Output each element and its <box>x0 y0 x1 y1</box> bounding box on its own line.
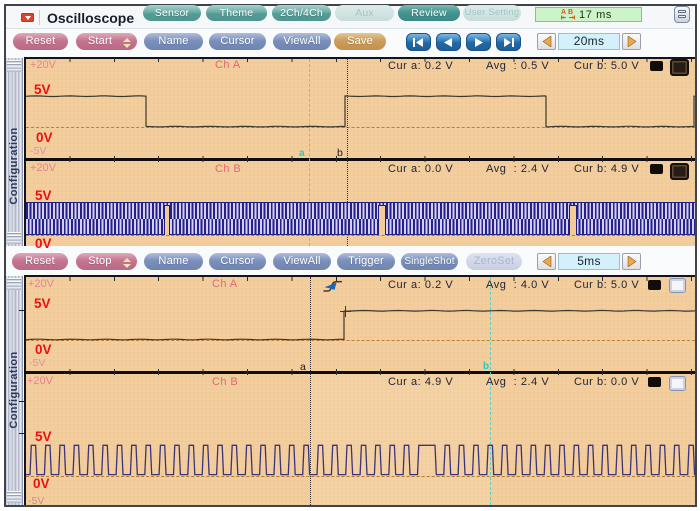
svg-text:B: B <box>568 9 573 16</box>
svg-text:A: A <box>561 9 566 16</box>
